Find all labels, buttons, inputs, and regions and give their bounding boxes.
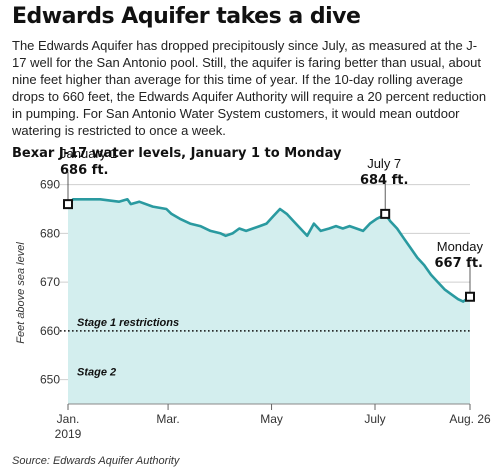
annotation-label: January 1 bbox=[60, 146, 117, 161]
y-tick-label: 650 bbox=[40, 373, 60, 387]
annotation-label: Monday bbox=[437, 239, 484, 254]
annotation-value: 684 ft. bbox=[360, 173, 408, 188]
annotation-marker bbox=[465, 291, 475, 302]
x-tick-label: July bbox=[364, 412, 385, 426]
y-axis-label: Feet above sea level bbox=[15, 242, 27, 344]
chart-title: Bexar J-17 water levels, January 1 to Mo… bbox=[12, 146, 342, 161]
source-note: Source: Edwards Aquifer Authority bbox=[12, 455, 180, 467]
x-tick-label: Aug. 26 bbox=[449, 412, 491, 426]
x-tick-label-year: 2019 bbox=[55, 427, 82, 441]
y-tick-label: 690 bbox=[40, 178, 60, 192]
annotation-marker bbox=[380, 208, 391, 219]
annotation-value: 667 ft. bbox=[435, 256, 483, 271]
y-tick-label: 670 bbox=[40, 275, 60, 289]
annotation-marker bbox=[63, 199, 73, 210]
x-tick-label: May bbox=[260, 412, 283, 426]
y-tick-label: 680 bbox=[40, 226, 60, 240]
annotation-label: July 7 bbox=[367, 156, 401, 171]
annotation-value: 686 ft. bbox=[60, 163, 108, 178]
series-line bbox=[67, 198, 471, 303]
x-tick-label: Jan. bbox=[57, 412, 80, 426]
x-tick-label: Mar. bbox=[156, 412, 179, 426]
dek-paragraph: The Edwards Aquifer has dropped precipit… bbox=[12, 38, 487, 138]
headline: Edwards Aquifer takes a dive bbox=[12, 4, 361, 29]
threshold-label: Stage 1 restrictions bbox=[77, 317, 179, 329]
area-fill bbox=[68, 199, 470, 404]
band-label: Stage 2 bbox=[77, 367, 116, 379]
y-tick-label: 660 bbox=[40, 324, 60, 338]
